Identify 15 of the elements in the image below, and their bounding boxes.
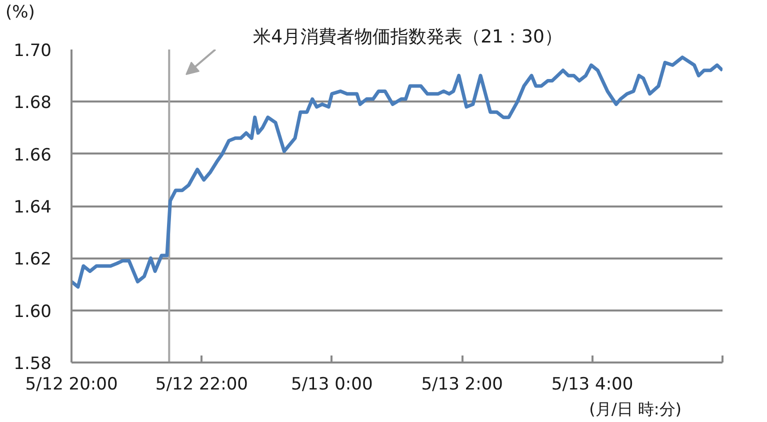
y-axis-title: (%): [6, 2, 35, 22]
y-tick-label: 1.64: [14, 198, 52, 218]
x-tick-label: 5/13 0:00: [291, 374, 373, 394]
y-tick-label: 1.68: [14, 93, 52, 114]
x-axis-title: (月/日 時:分): [589, 400, 682, 418]
y-tick-label: 1.66: [14, 145, 52, 166]
x-tick-label: 5/12 20:00: [25, 374, 118, 394]
x-tick-label: 5/13 2:00: [421, 374, 503, 394]
x-tick-label: 5/12 22:00: [155, 374, 248, 394]
text: 米4月消費者物価指数発表（21：30）: [253, 26, 562, 48]
x-tick-label: 5/13 4:00: [551, 374, 634, 394]
y-tick-label: 1.70: [14, 41, 52, 61]
y-tick-label: 1.58: [14, 354, 52, 374]
y-tick-label: 1.60: [14, 302, 52, 322]
y-tick-label: 1.62: [14, 250, 52, 270]
